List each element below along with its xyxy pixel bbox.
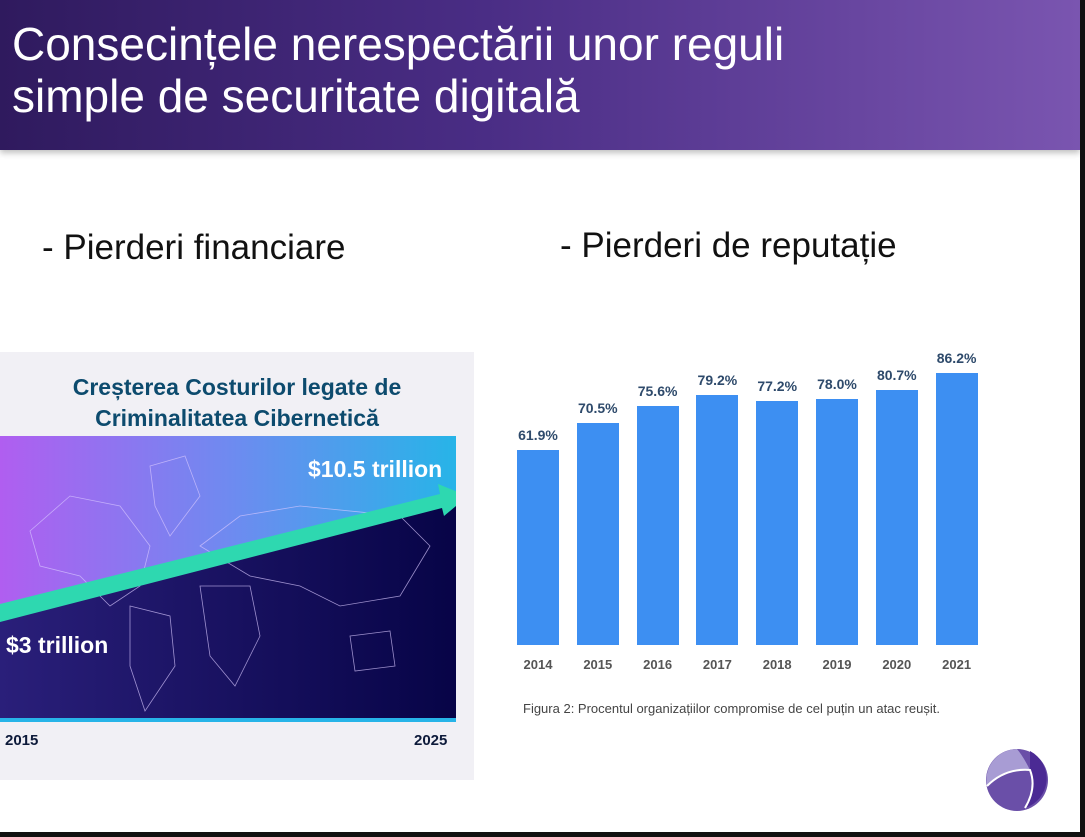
logo-icon <box>986 749 1048 811</box>
start-value-label: $3 trillion <box>6 632 109 658</box>
x-tick-2014: 2014 <box>523 657 553 672</box>
bullet-financial-losses: - Pierderi financiare <box>42 228 346 267</box>
data-label-2015: 70.5% <box>577 399 618 416</box>
infographic-title: Creșterea Costurilor legate de Criminali… <box>0 372 474 434</box>
x-tick-2017: 2017 <box>702 657 732 672</box>
start-year-label: 2015 <box>5 732 39 749</box>
x-tick-2015: 2015 <box>583 657 613 672</box>
map-continents <box>29 455 431 712</box>
bar-2017 <box>696 395 739 645</box>
end-value-label: $10.5 trillion <box>308 456 443 482</box>
bar-2015 <box>576 422 619 645</box>
bar-2020 <box>875 390 918 645</box>
slide-header: Consecințele nerespectării unor reguli s… <box>0 0 1080 150</box>
bar-2014 <box>517 449 559 645</box>
bar-2019 <box>816 398 858 645</box>
world-map-image <box>0 436 456 722</box>
bar-2016 <box>636 406 679 645</box>
data-label-2018: 77.2% <box>757 378 798 395</box>
infographic-title-line-1: Creșterea Costurilor legate de <box>72 374 402 400</box>
x-tick-2018: 2018 <box>762 657 792 672</box>
bullet-reputation-losses: - Pierderi de reputație <box>560 226 897 265</box>
window-border-bottom <box>0 832 1085 837</box>
title-line-1: Consecințele nerespectării unor reguli <box>12 18 785 70</box>
infographic-title-line-2: Criminalitatea Cibernetică <box>95 405 379 431</box>
slide-title: Consecințele nerespectării unor reguli s… <box>12 18 784 122</box>
data-label-2014: 61.9% <box>518 426 558 443</box>
cybercrime-infographic: Creșterea Costurilor legate de Criminali… <box>0 352 474 780</box>
data-label-2016: 75.6% <box>637 383 678 400</box>
x-tick-2021: 2021 <box>942 657 972 672</box>
x-tick-2019: 2019 <box>822 657 852 672</box>
title-line-2: simple de securitate digitală <box>12 70 580 122</box>
x-tick-2016: 2016 <box>643 657 673 672</box>
data-label-2021: 86.2% <box>936 350 977 367</box>
data-label-2017: 79.2% <box>697 372 738 389</box>
chart-caption: Figura 2: Procentul organizațiilor compr… <box>523 701 940 716</box>
end-year-label: 2025 <box>414 732 448 749</box>
data-label-2020: 80.7% <box>876 367 917 384</box>
bar-2021 <box>935 373 978 645</box>
bar-2018 <box>756 401 799 645</box>
x-tick-2020: 2020 <box>882 657 912 672</box>
data-label-2019: 78.0% <box>817 375 857 392</box>
window-border-right <box>1080 0 1085 837</box>
